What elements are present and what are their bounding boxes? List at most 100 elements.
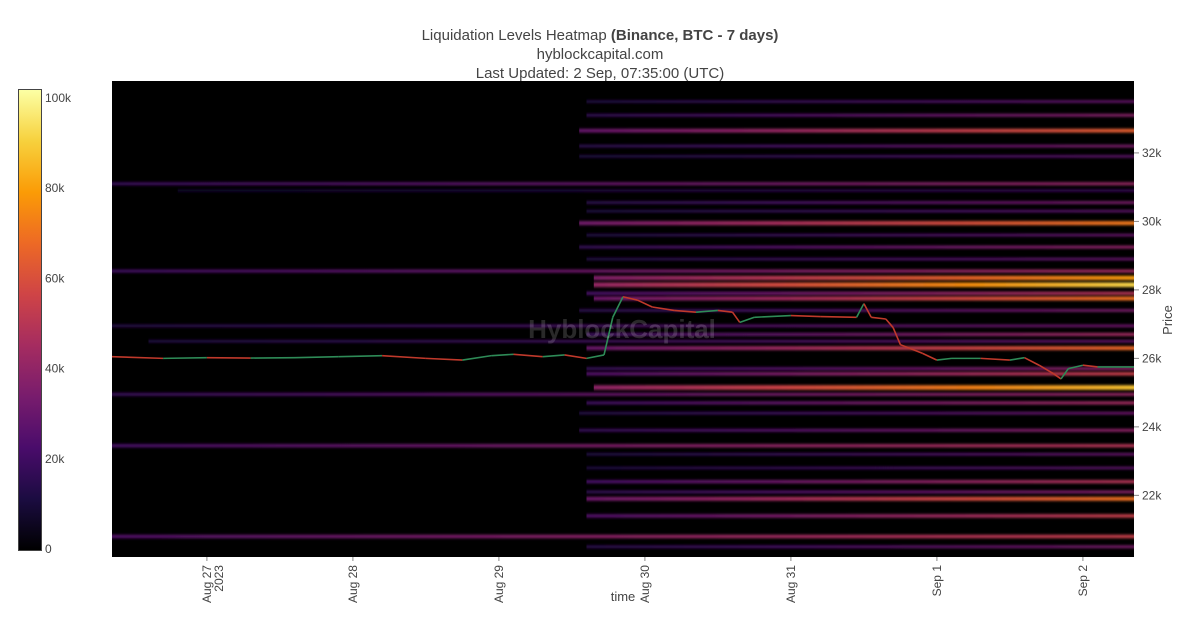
price-segment xyxy=(1024,356,1040,366)
x-tick-sublabel: 2023 xyxy=(212,565,226,592)
x-tick-label: Sep 1 xyxy=(930,565,944,597)
price-segment xyxy=(542,354,565,358)
price-segment xyxy=(892,327,902,345)
y-tick-label: 30k xyxy=(1142,214,1162,228)
x-tick-label: Aug 30 xyxy=(638,565,652,603)
price-segment xyxy=(425,357,463,361)
price-segment xyxy=(338,354,383,358)
liquidation-level xyxy=(586,257,1134,261)
liquidation-level xyxy=(586,490,1134,494)
liquidation-level xyxy=(586,367,1134,371)
liquidation-level xyxy=(586,100,1134,103)
colorbar-tick-label: 60k xyxy=(45,271,65,285)
liquidation-level xyxy=(586,201,1134,204)
liquidation-level xyxy=(579,144,1134,148)
liquidation-level xyxy=(586,545,1134,549)
price-segment xyxy=(612,296,624,318)
price-segment xyxy=(603,317,614,356)
liquidation-level xyxy=(112,324,1134,328)
liquidation-level xyxy=(586,496,1134,501)
price-segment xyxy=(111,355,164,360)
price-segment xyxy=(695,309,718,313)
x-tick-label: Aug 29 xyxy=(492,565,506,603)
price-segment xyxy=(637,299,653,308)
liquidation-level xyxy=(586,466,1134,470)
liquidation-level xyxy=(593,385,1134,390)
price-segment xyxy=(1038,364,1055,375)
liquidation-level xyxy=(112,534,1134,539)
liquidation-level xyxy=(579,411,1134,415)
title-main: Liquidation Levels Heatmap xyxy=(421,27,607,44)
y-tick-label: 24k xyxy=(1142,420,1162,434)
liquidation-level xyxy=(586,346,1134,351)
price-segment xyxy=(586,354,605,360)
colorbar-tick-label: 40k xyxy=(45,362,65,376)
liquidation-level xyxy=(586,514,1134,518)
price-segment xyxy=(622,295,638,301)
price-segment xyxy=(900,343,923,354)
liquidation-level xyxy=(586,401,1134,405)
colorbar-axis: 0 20k 40k 60k 80k 100k xyxy=(45,91,72,556)
colorbar xyxy=(18,89,42,551)
price-segment xyxy=(871,316,886,320)
liquidation-level xyxy=(579,155,1134,158)
price-segment xyxy=(754,314,791,319)
x-tick-label: Sep 2 xyxy=(1076,565,1090,597)
liquidation-level xyxy=(579,128,1134,133)
x-tick-label: Aug 31 xyxy=(784,565,798,603)
title-source: hyblockcapital.com xyxy=(536,46,664,63)
price-segment xyxy=(294,355,339,359)
liquidation-level xyxy=(586,480,1134,484)
y-axis: 22k 24k 26k 28k 30k 32k xyxy=(1134,146,1162,502)
liquidation-level xyxy=(586,209,1134,213)
liquidation-level xyxy=(593,296,1134,301)
liquidation-level xyxy=(112,182,1134,186)
liquidation-level xyxy=(586,113,1134,117)
price-segment xyxy=(491,353,514,357)
price-segment xyxy=(739,316,755,324)
price-segment xyxy=(820,315,857,319)
plot-area xyxy=(111,81,1134,557)
liquidation-level xyxy=(579,428,1134,432)
x-tick-label: Aug 28 xyxy=(346,565,360,603)
liquidation-level xyxy=(177,189,1134,192)
price-segment xyxy=(863,303,872,318)
price-segment xyxy=(163,356,207,360)
price-segment xyxy=(980,357,1010,361)
price-segment xyxy=(652,306,675,312)
price-segment xyxy=(1009,356,1025,361)
y-tick-label: 28k xyxy=(1142,283,1162,297)
liquidation-level xyxy=(579,245,1134,249)
x-axis-title: time xyxy=(611,589,636,604)
liquidation-level xyxy=(579,221,1134,226)
liquidation-level xyxy=(593,275,1134,281)
price-segment xyxy=(790,314,821,318)
liquidation-level xyxy=(593,282,1134,288)
price-segment xyxy=(462,354,492,361)
y-tick-label: 22k xyxy=(1142,488,1162,502)
liquidation-level xyxy=(586,291,1134,295)
price-segment xyxy=(921,352,938,361)
liquidation-level xyxy=(112,444,1134,448)
price-segment xyxy=(1060,368,1069,380)
title-updated: Last Updated: 2 Sep, 07:35:00 (UTC) xyxy=(475,65,725,82)
price-segment xyxy=(564,354,587,360)
y-tick-label: 26k xyxy=(1142,351,1162,365)
price-segment xyxy=(513,353,543,358)
liquidation-level xyxy=(148,339,1134,343)
liquidation-level xyxy=(586,453,1134,456)
title-exchange: (Binance, BTC - 7 days) xyxy=(610,27,779,44)
price-segment xyxy=(885,318,894,329)
price-segment xyxy=(674,309,697,313)
x-tick-label: Aug 27 xyxy=(200,565,214,603)
price-segment xyxy=(936,357,952,361)
price-segment xyxy=(382,354,426,360)
liquidation-level xyxy=(112,269,1134,273)
colorbar-tick-label: 0 xyxy=(45,542,52,556)
y-axis-title: Price xyxy=(1160,305,1175,335)
watermark: HyblockCapital xyxy=(528,314,716,344)
liquidation-level xyxy=(586,233,1134,237)
price-segment xyxy=(1082,364,1098,368)
